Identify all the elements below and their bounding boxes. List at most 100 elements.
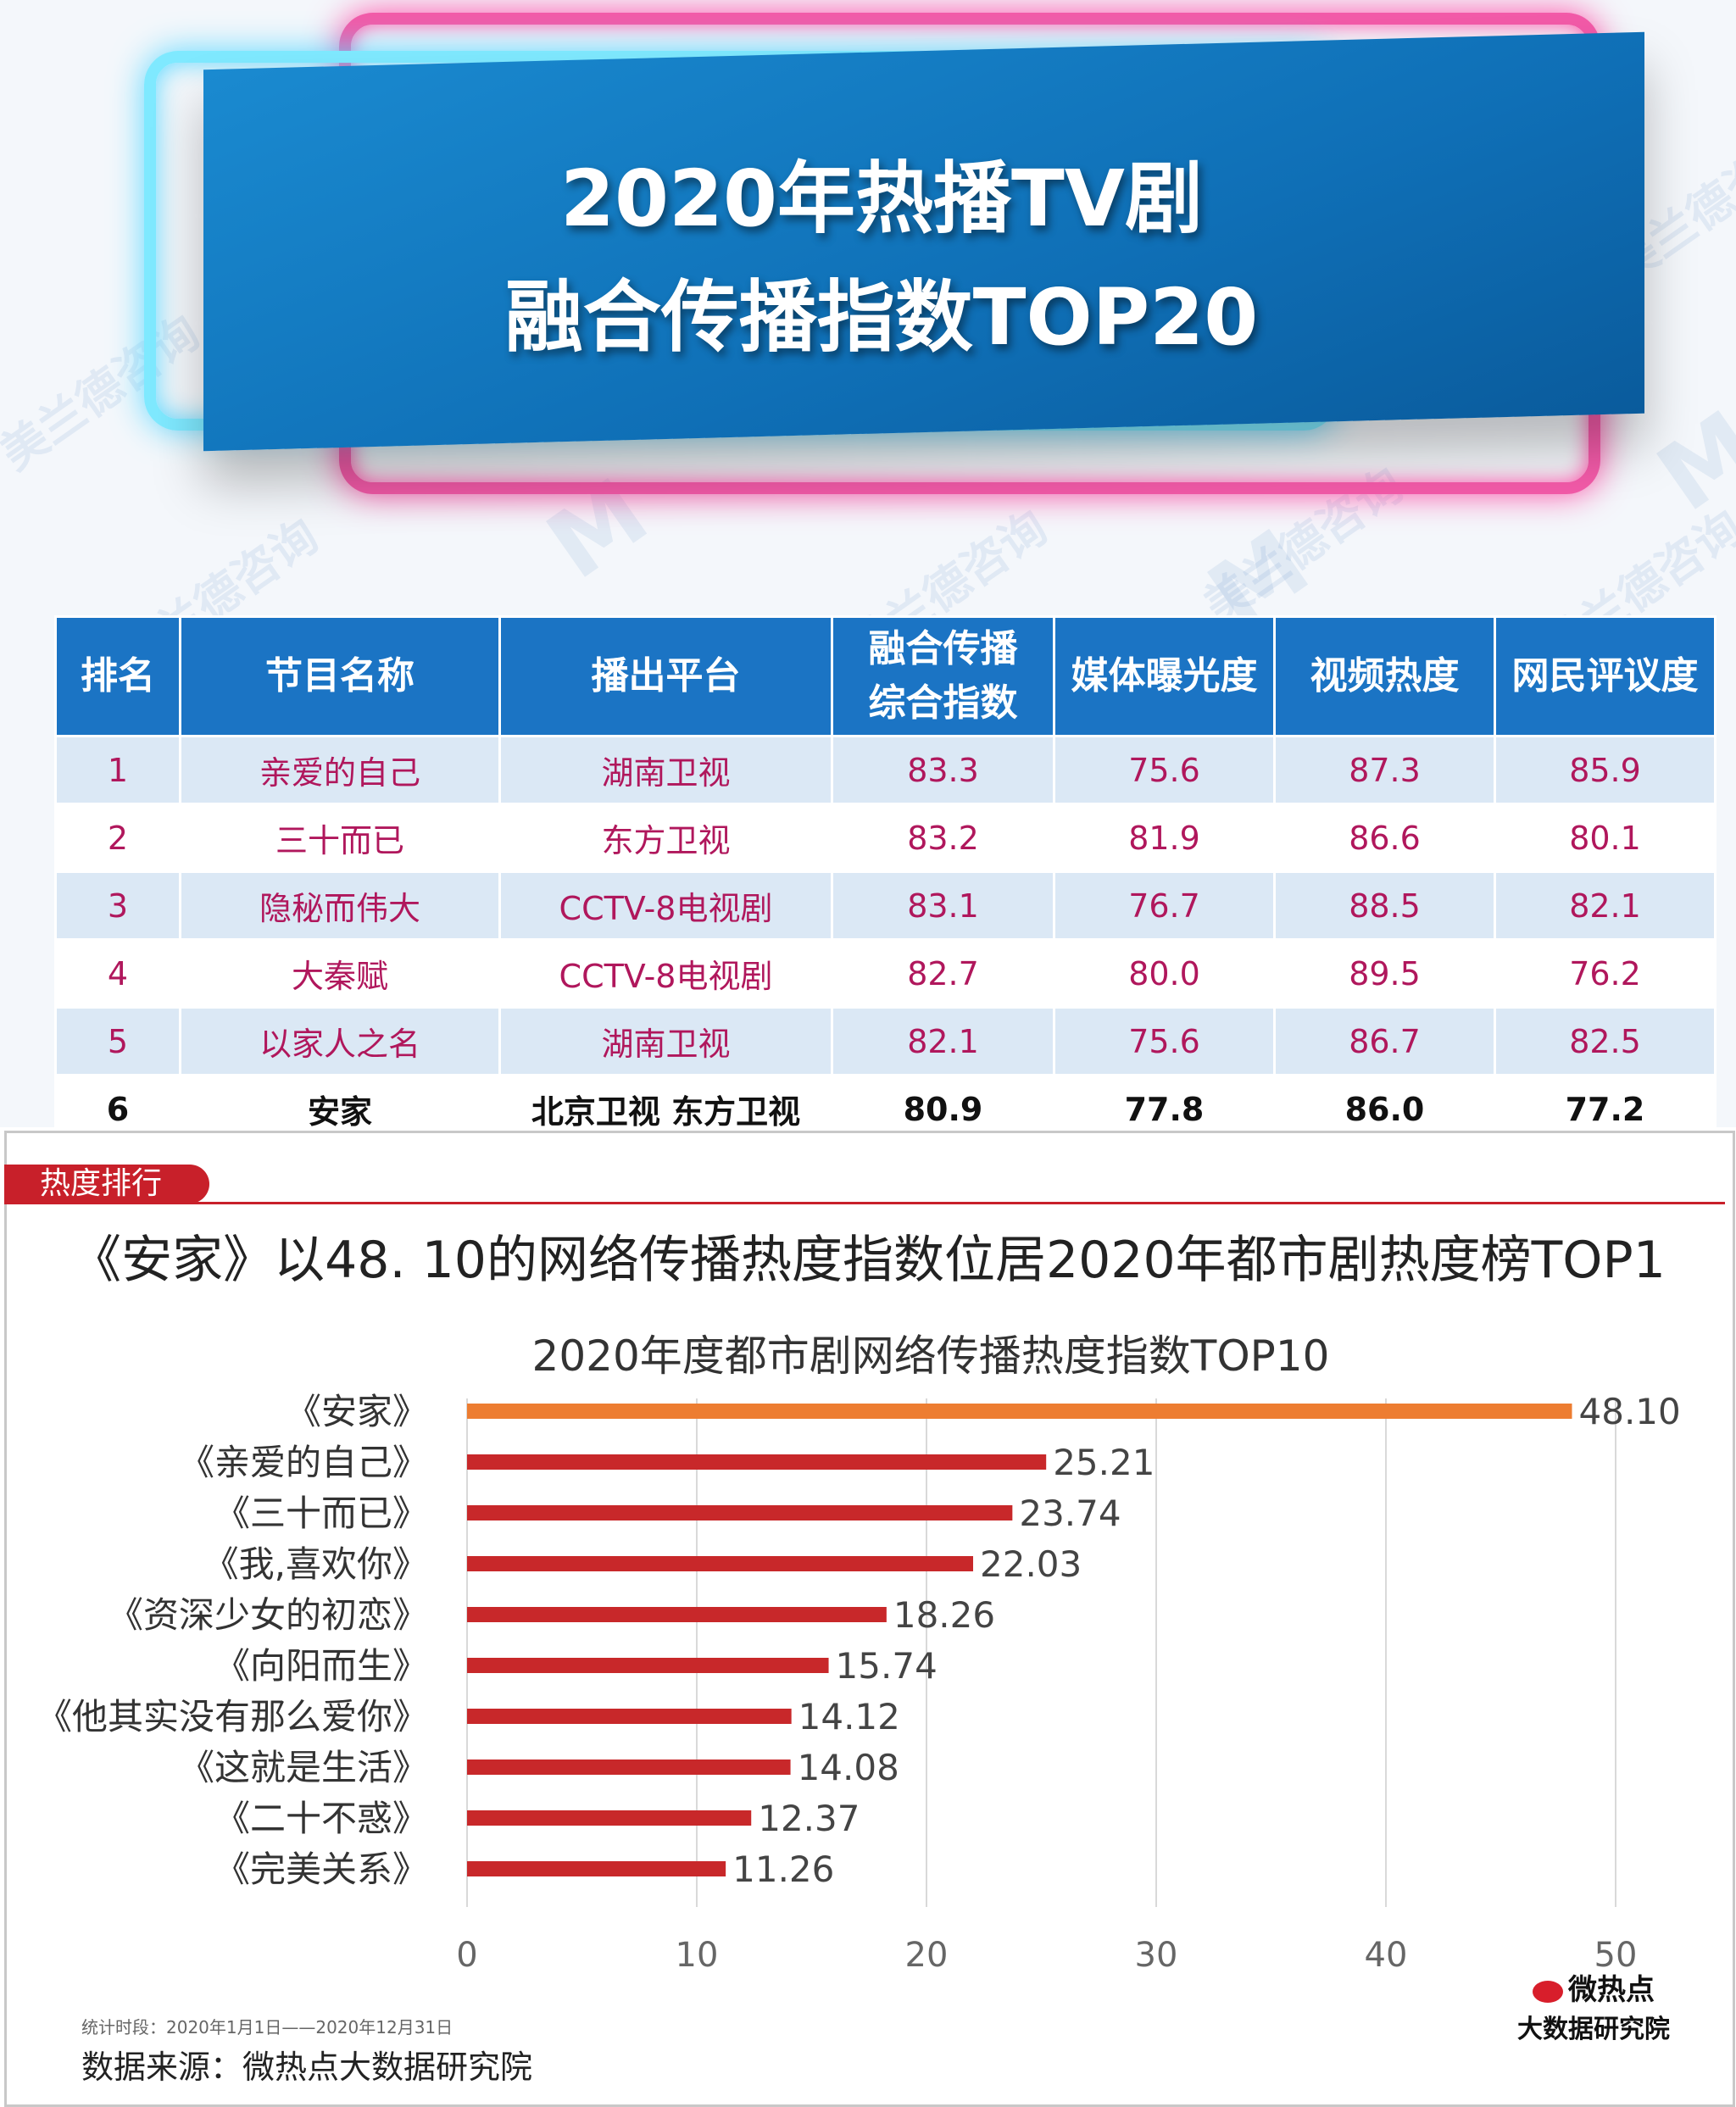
cell-video: 86.7 [1273,1006,1496,1076]
cell-media: 80.0 [1053,938,1276,1009]
header-media: 媒体曝光度 [1053,615,1276,737]
data-source: 数据来源：微热点大数据研究院 [81,2049,533,2086]
bar [467,1658,829,1673]
cell-rank: 2 [54,803,181,873]
category-label: 《亲爱的自己》 [179,1442,428,1483]
bar [467,1404,1572,1419]
data-label: 22.03 [980,1543,1082,1585]
cell-media: 75.6 [1053,735,1276,805]
cell-rank: 5 [54,1006,181,1076]
data-label: 14.12 [798,1696,900,1737]
cell-name: 三十而已 [179,803,501,873]
cell-platform: 湖南卫视 [498,735,833,805]
cell-platform: 北京卫视 东方卫视 [498,1074,833,1127]
cell-video: 87.3 [1273,735,1496,805]
table-row: 4 大秦赋 CCTV-8电视剧 82.7 80.0 89.5 76.2 [54,938,1717,1009]
header-index-line2: 综合指数 [868,681,1018,725]
ranking-table: 排名 节目名称 播出平台 融合传播 综合指数 媒体曝光度 视频热度 网民评议度 … [54,615,1717,1127]
cell-review: 82.1 [1494,870,1717,941]
cell-rank: 1 [54,735,181,805]
x-tick-label: 50 [1594,1936,1638,1975]
category-label: 《三十而已》 [214,1493,428,1534]
cell-media: 76.7 [1053,870,1276,941]
cell-review: 85.9 [1494,735,1717,805]
bar [467,1556,974,1571]
cell-index: 82.7 [831,938,1055,1009]
header-video: 视频热度 [1273,615,1496,737]
category-label: 《我,喜欢你》 [203,1543,428,1585]
cell-rank: 4 [54,938,181,1009]
cell-name: 隐秘而伟大 [179,870,501,941]
cell-name: 以家人之名 [179,1006,501,1076]
cell-index: 83.1 [831,870,1055,941]
data-label: 18.26 [893,1594,995,1636]
header-platform: 播出平台 [498,615,833,737]
cell-video: 86.6 [1273,803,1496,873]
bar [467,1505,1013,1520]
table-row: 1 亲爱的自己 湖南卫视 83.3 75.6 87.3 85.9 [54,735,1717,805]
x-tick-label: 40 [1365,1936,1408,1975]
bar [467,1607,887,1622]
section-headline: 《安家》以48. 10的网络传播热度指数位居2020年都市剧热度榜TOP1 [70,1231,1666,1290]
bar [467,1861,726,1876]
section-divider [4,1202,1725,1204]
header-index: 融合传播 综合指数 [831,615,1055,737]
x-tick-label: 20 [905,1936,949,1975]
x-tick-label: 0 [456,1936,477,1975]
table-row: 6 安家 北京卫视 东方卫视 80.9 77.8 86.0 77.2 [54,1074,1717,1127]
poster-section: 美兰德咨询 美兰德咨询 美兰德咨询 美兰德咨询 美兰德咨询 美兰德咨询 M M … [0,0,1736,1127]
table-row: 5 以家人之名 湖南卫视 82.1 75.6 86.7 82.5 [54,1006,1717,1076]
cell-index: 80.9 [831,1074,1055,1127]
category-label: 《二十不惑》 [214,1798,428,1839]
category-label: 《资深少女的初恋》 [108,1594,428,1636]
cell-review: 80.1 [1494,803,1717,873]
poster-title-line1: 2020年热播TV剧 [559,153,1203,244]
header-review: 网民评议度 [1494,615,1717,737]
brand-line1: 微热点 [1568,1973,1655,2007]
cell-index: 83.2 [831,803,1055,873]
header-rank: 排名 [54,615,181,737]
cell-name: 安家 [179,1074,501,1127]
cell-video: 86.0 [1273,1074,1496,1127]
table-row: 3 隐秘而伟大 CCTV-8电视剧 83.1 76.7 88.5 82.1 [54,870,1717,941]
data-label: 15.74 [836,1645,938,1687]
data-label: 25.21 [1053,1442,1155,1483]
cell-name: 亲爱的自己 [179,735,501,805]
category-label: 《这就是生活》 [179,1747,428,1788]
brand-line2: 大数据研究院 [1517,2015,1670,2044]
category-label: 《他其实没有那么爱你》 [36,1696,428,1737]
cell-index: 83.3 [831,735,1055,805]
cell-review: 82.5 [1494,1006,1717,1076]
chart-title: 2020年度都市剧网络传播热度指数TOP10 [532,1331,1330,1381]
bar [467,1709,792,1724]
cell-rank: 6 [54,1074,181,1127]
cell-platform: CCTV-8电视剧 [498,938,833,1009]
data-label: 23.74 [1019,1493,1121,1534]
cell-media: 81.9 [1053,803,1276,873]
bar [467,1454,1047,1470]
bar [467,1810,752,1826]
cell-media: 77.8 [1053,1074,1276,1127]
stat-period: 统计时段：2020年1月1日——2020年12月31日 [81,2017,453,2038]
cell-platform: CCTV-8电视剧 [498,870,833,941]
cell-platform: 东方卫视 [498,803,833,873]
x-tick-label: 10 [676,1936,719,1975]
watermark-logo: M [1639,390,1736,532]
data-label: 48.10 [1579,1391,1681,1432]
category-label: 《完美关系》 [214,1848,428,1890]
cell-review: 76.2 [1494,938,1717,1009]
poster-title-line2: 融合传播指数TOP20 [504,272,1259,363]
cell-rank: 3 [54,870,181,941]
bar [467,1760,791,1775]
data-label: 14.08 [798,1747,899,1788]
category-label: 《安家》 [286,1391,428,1432]
data-label: 11.26 [732,1848,834,1890]
brand-logo: 微热点 大数据研究院 [1483,1966,1704,2045]
header-name: 节目名称 [179,615,501,737]
cell-video: 89.5 [1273,938,1496,1009]
data-label: 12.37 [758,1798,860,1839]
cell-platform: 湖南卫视 [498,1006,833,1076]
bar-chart: 2020年度都市剧网络传播热度指数TOP10 0 10 20 30 40 50 《安家》 48.… [36,1331,1681,1975]
cell-name: 大秦赋 [179,938,501,1009]
category-label: 《向阳而生》 [214,1645,428,1687]
